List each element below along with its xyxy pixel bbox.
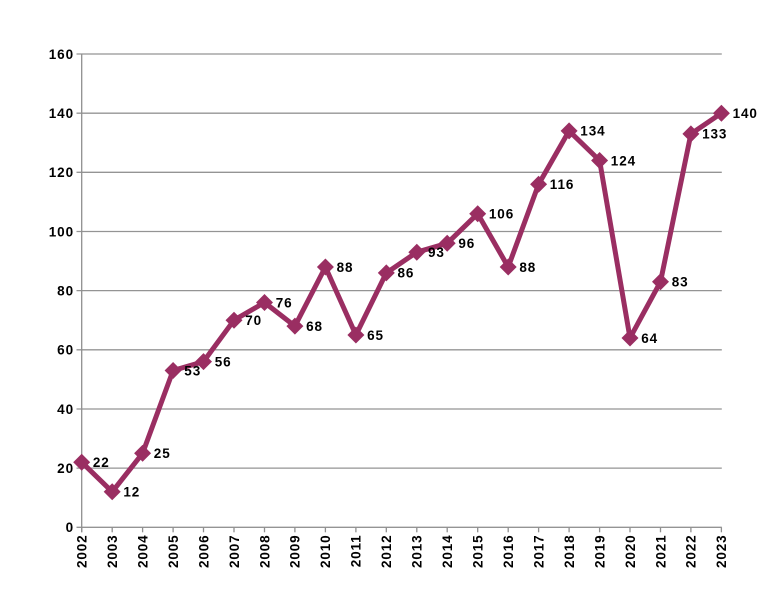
svg-text:86: 86: [398, 266, 415, 281]
svg-text:0: 0: [66, 520, 74, 535]
svg-text:12: 12: [123, 485, 140, 500]
svg-text:2007: 2007: [227, 534, 242, 568]
svg-text:2020: 2020: [623, 534, 638, 568]
svg-text:2019: 2019: [592, 534, 607, 568]
svg-text:2011: 2011: [349, 534, 364, 567]
svg-text:160: 160: [49, 47, 74, 62]
svg-text:80: 80: [57, 283, 74, 298]
svg-text:2023: 2023: [714, 534, 729, 568]
svg-text:120: 120: [49, 165, 74, 180]
svg-text:2010: 2010: [318, 534, 333, 568]
svg-text:2009: 2009: [288, 534, 303, 568]
svg-text:2012: 2012: [379, 534, 394, 568]
svg-text:22: 22: [93, 455, 110, 470]
svg-text:140: 140: [733, 106, 758, 121]
svg-text:2008: 2008: [257, 534, 272, 568]
svg-text:83: 83: [672, 275, 689, 290]
svg-text:53: 53: [184, 363, 201, 378]
svg-text:40: 40: [57, 402, 74, 417]
svg-text:2015: 2015: [471, 534, 486, 568]
svg-text:116: 116: [550, 177, 574, 192]
svg-text:134: 134: [580, 124, 605, 139]
svg-text:2016: 2016: [501, 534, 516, 568]
svg-text:96: 96: [458, 236, 475, 251]
svg-text:56: 56: [215, 354, 232, 369]
svg-text:2022: 2022: [684, 534, 699, 568]
svg-text:124: 124: [611, 153, 636, 168]
svg-text:2003: 2003: [105, 534, 120, 568]
svg-text:25: 25: [154, 446, 171, 461]
svg-text:140: 140: [49, 106, 74, 121]
svg-text:2017: 2017: [531, 534, 546, 568]
svg-text:88: 88: [519, 260, 536, 275]
svg-text:106: 106: [489, 207, 514, 222]
svg-text:2006: 2006: [196, 534, 211, 568]
svg-text:2021: 2021: [653, 534, 668, 568]
svg-text:64: 64: [641, 331, 658, 346]
svg-text:100: 100: [49, 224, 74, 239]
svg-text:76: 76: [276, 295, 293, 310]
svg-text:2014: 2014: [440, 534, 455, 568]
svg-text:20: 20: [57, 461, 74, 476]
svg-text:68: 68: [306, 319, 323, 334]
svg-text:2004: 2004: [135, 534, 150, 568]
svg-text:65: 65: [367, 328, 384, 343]
svg-text:133: 133: [702, 127, 727, 142]
svg-text:70: 70: [245, 313, 262, 328]
svg-text:88: 88: [337, 260, 354, 275]
svg-text:2013: 2013: [410, 534, 425, 568]
svg-text:93: 93: [428, 245, 445, 260]
svg-text:2002: 2002: [75, 534, 90, 568]
svg-text:60: 60: [57, 343, 74, 358]
svg-text:2005: 2005: [166, 534, 181, 568]
svg-text:2018: 2018: [562, 534, 577, 568]
